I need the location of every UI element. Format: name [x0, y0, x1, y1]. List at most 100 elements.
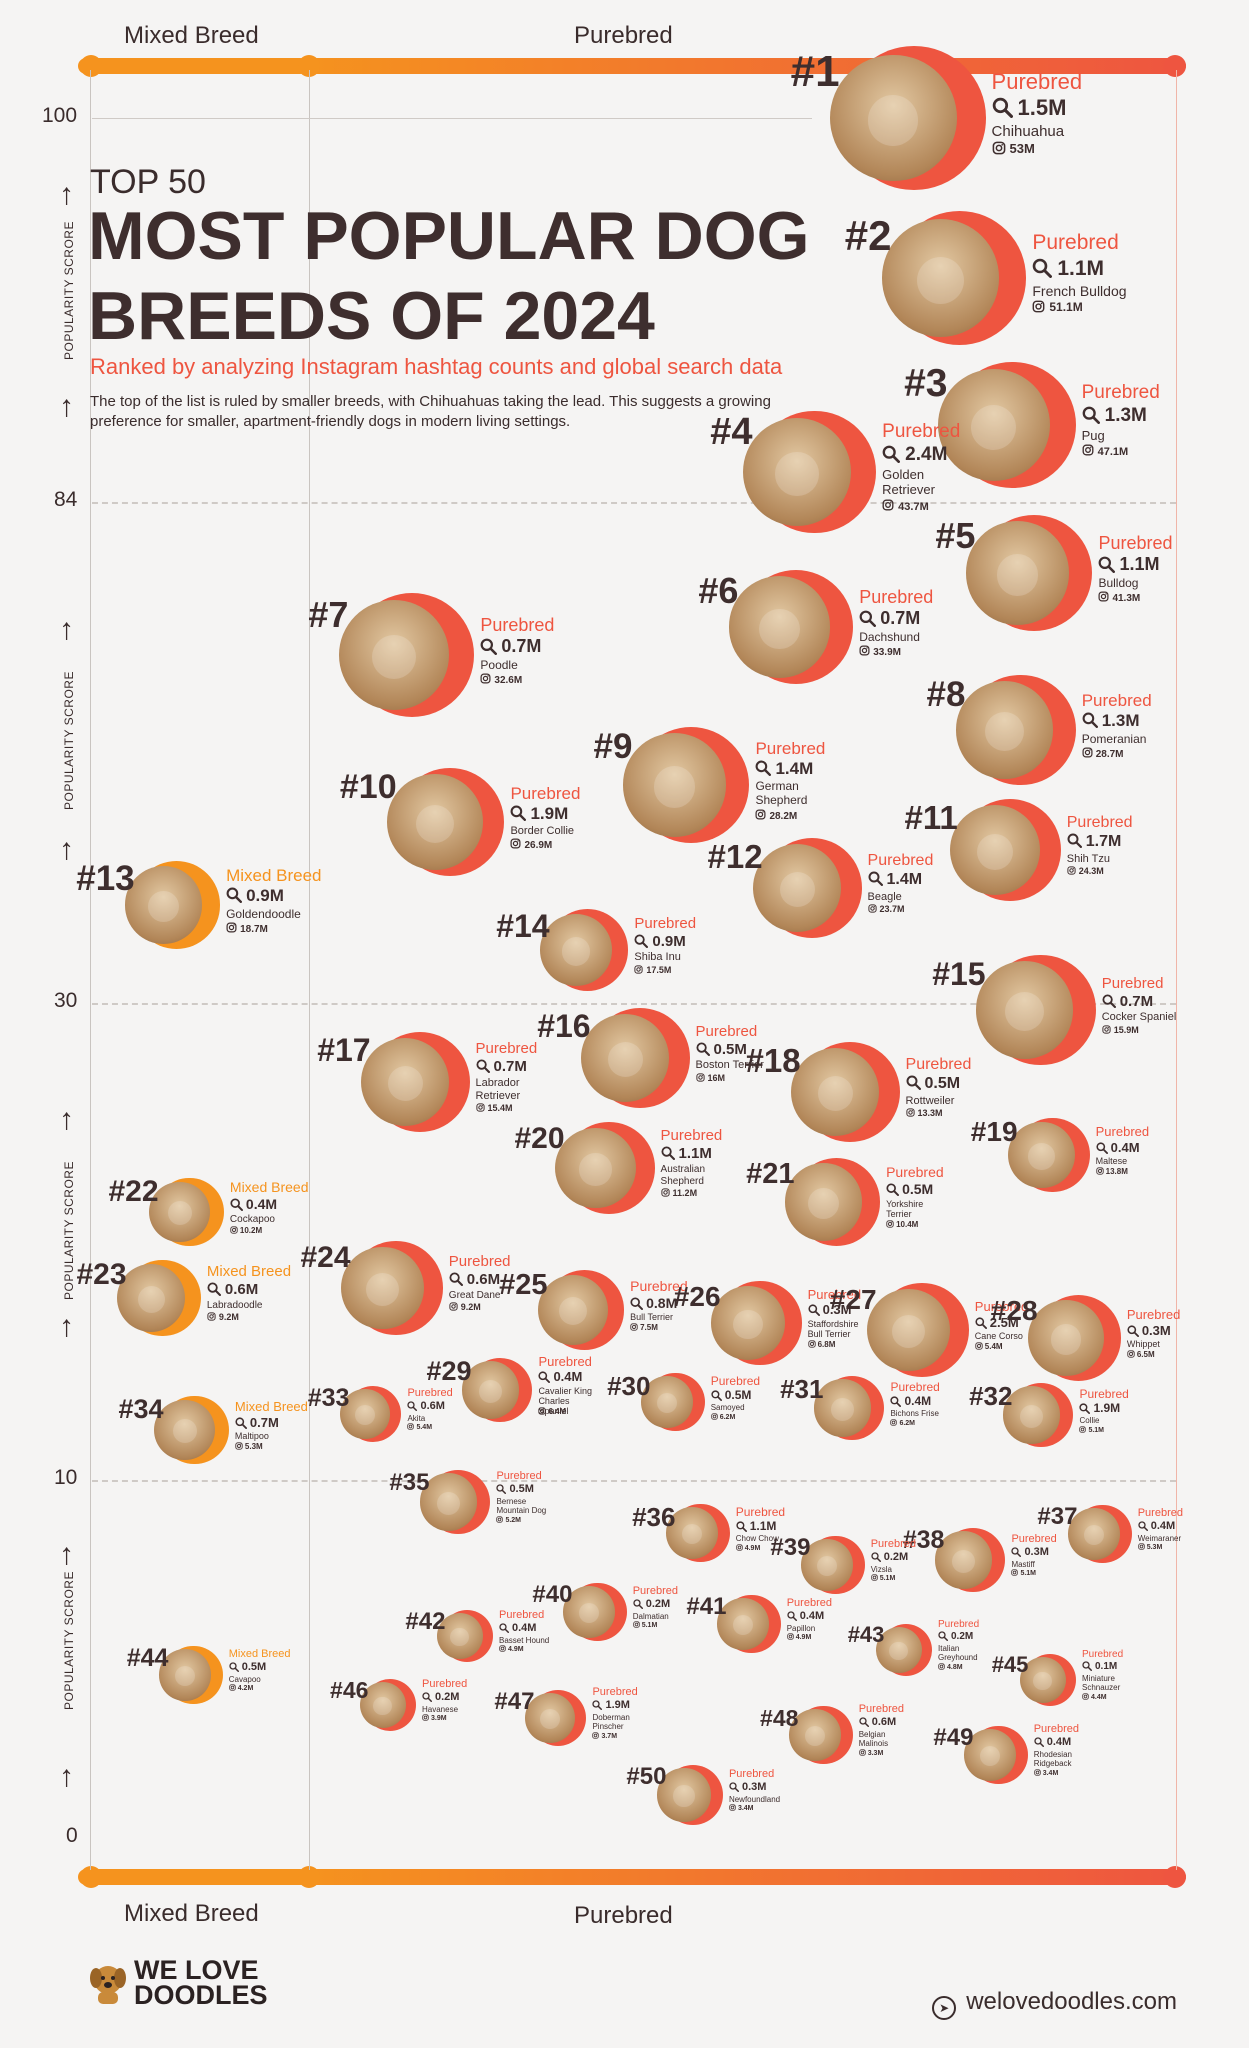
instagram-count-value: 6.5M — [1136, 1349, 1155, 1359]
search-icon — [476, 1059, 490, 1074]
instagram-count: 10.4M — [886, 1220, 918, 1229]
top-bar-dot-left — [80, 55, 102, 77]
instagram-count-value: 13.3M — [917, 1107, 943, 1118]
search-icon — [1082, 712, 1098, 729]
instagram-count-value: 16M — [707, 1072, 726, 1083]
rank-label: #12 — [707, 837, 763, 875]
top-bar-mixed — [78, 58, 308, 74]
breed-name: Pug — [1081, 427, 1105, 443]
instagram-count-value: 9.2M — [460, 1302, 481, 1313]
search-volume-value: 0.3M — [741, 1781, 767, 1794]
search-volume: 0.3M — [1011, 1546, 1049, 1558]
breed-name: Bernese Mountain Dog — [496, 1496, 547, 1516]
breed-photo — [420, 1473, 478, 1531]
instagram-count: 4.9M — [499, 1645, 524, 1653]
search-icon — [1067, 833, 1082, 848]
search-volume: 0.2M — [633, 1598, 670, 1610]
instagram-count: 3.3M — [859, 1749, 883, 1757]
search-volume-value: 1.4M — [775, 759, 814, 779]
instagram-count-value: 6.4M — [548, 1407, 567, 1417]
rank-label: #40 — [532, 1581, 573, 1609]
instagram-count-value: 33.9M — [873, 647, 901, 659]
instagram-count-value: 4.2M — [237, 1685, 254, 1693]
top-bar-dot-right — [1164, 55, 1186, 77]
website-link[interactable]: ➤ welovedoodles.com — [932, 1988, 1177, 2020]
search-volume: 0.4M — [230, 1196, 277, 1212]
rank-label: #13 — [76, 859, 135, 899]
breed-photo — [525, 1693, 576, 1743]
search-volume: 0.4M — [890, 1394, 931, 1408]
instagram-icon — [538, 1407, 547, 1415]
instagram-icon — [510, 838, 521, 849]
breed-type: Purebred — [480, 614, 555, 635]
search-volume: 1.7M — [1067, 833, 1121, 851]
instagram-count-value: 4.4M — [1091, 1693, 1107, 1701]
breed-name: Basset Hound — [499, 1635, 550, 1645]
instagram-count: 9.2M — [449, 1302, 481, 1312]
breed-type: Purebred — [882, 421, 961, 443]
instagram-count-value: 32.6M — [494, 675, 523, 687]
instagram-icon — [630, 1323, 638, 1331]
instagram-count: 6.8M — [807, 1340, 835, 1349]
instagram-count-value: 47.1M — [1097, 446, 1129, 459]
bottom-bar-purebred — [300, 1869, 1186, 1885]
search-volume: 1.1M — [661, 1145, 712, 1162]
subtitle: Ranked by analyzing Instagram hashtag co… — [90, 354, 783, 379]
rank-label: #14 — [496, 907, 550, 944]
search-volume: 0.5M — [711, 1388, 751, 1402]
search-icon — [890, 1396, 902, 1407]
breed-name: Australian Shepherd — [660, 1164, 706, 1187]
instagram-count-value: 10.2M — [239, 1225, 263, 1235]
up-arrow-icon: ↑ — [59, 1760, 74, 1793]
breed-photo — [1019, 1657, 1066, 1703]
breed-photo — [361, 1037, 450, 1127]
instagram-icon — [905, 1108, 915, 1117]
search-volume: 1.1M — [1098, 554, 1159, 575]
search-icon — [1082, 406, 1100, 425]
search-volume-value: 1.1M — [749, 1519, 777, 1533]
search-icon — [1127, 1325, 1139, 1337]
breed-photo — [1028, 1300, 1104, 1376]
search-icon — [630, 1297, 644, 1310]
search-volume: 1.5M — [992, 95, 1066, 121]
rank-label: #46 — [330, 1677, 369, 1704]
breed-photo — [801, 1539, 853, 1591]
search-volume: 1.9M — [592, 1699, 630, 1711]
instagram-icon — [890, 1418, 898, 1426]
search-volume: 0.8M — [630, 1295, 677, 1311]
instagram-count-value: 5.4M — [984, 1341, 1003, 1351]
instagram-icon — [1082, 1693, 1089, 1700]
breed-type: Purebred — [1033, 1723, 1079, 1736]
search-volume-value: 0.2M — [645, 1598, 671, 1611]
rank-label: #23 — [76, 1257, 127, 1291]
logo-line-2: DOODLES — [134, 1980, 268, 2010]
instagram-icon — [1032, 300, 1045, 313]
instagram-icon — [422, 1714, 429, 1722]
search-volume: 0.2M — [422, 1691, 459, 1703]
instagram-count: 41.3M — [1098, 591, 1140, 604]
instagram-icon — [975, 1342, 983, 1350]
instagram-count-value: 5.3M — [244, 1441, 263, 1451]
search-icon — [661, 1146, 675, 1161]
breed-type: Purebred — [1066, 813, 1133, 831]
breed-type: Purebred — [499, 1608, 545, 1621]
breed-name: Akita — [407, 1413, 426, 1423]
instagram-count: 6.2M — [711, 1412, 735, 1421]
search-volume: 1.9M — [510, 804, 568, 824]
breed-name: Belgian Malinois — [858, 1729, 889, 1749]
breed-name: Beagle — [867, 890, 902, 903]
breed-type: Purebred — [632, 1584, 678, 1597]
instagram-icon — [1067, 866, 1076, 875]
breed-type: Purebred — [1082, 1649, 1124, 1661]
breed-name: Bulldog — [1098, 575, 1139, 590]
search-volume-value: 0.3M — [1141, 1322, 1171, 1338]
breed-type: Purebred — [1137, 1506, 1183, 1519]
search-volume: 1.4M — [755, 759, 813, 779]
instagram-icon — [226, 922, 237, 933]
instagram-icon — [1098, 591, 1109, 602]
up-arrow-icon: ↑ — [59, 1103, 74, 1136]
breed-photo — [950, 804, 1041, 896]
instagram-count: 5.1M — [1079, 1425, 1104, 1434]
instagram-icon — [229, 1684, 236, 1692]
search-icon — [711, 1390, 722, 1401]
